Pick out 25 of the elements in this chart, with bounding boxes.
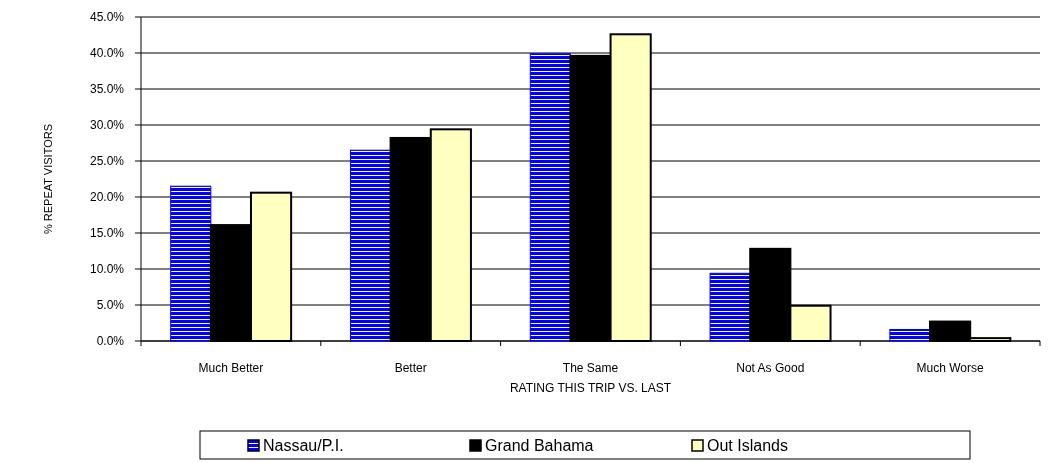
y-tick-label: 25.0%: [89, 154, 125, 169]
y-tick-label: 20.0%: [89, 190, 125, 205]
bar: [529, 53, 571, 342]
bar: [349, 149, 392, 342]
legend-label: Nassau/P.I.: [263, 437, 344, 454]
x-tick-label: The Same: [562, 361, 619, 375]
bar: [170, 185, 212, 342]
x-tick-label: Much Better: [198, 361, 264, 375]
y-tick-label: 15.0%: [89, 226, 125, 241]
x-tick-label: Not As Good: [736, 361, 805, 375]
y-tick-label: 10.0%: [89, 262, 125, 277]
y-tick-label: 30.0%: [89, 118, 125, 133]
legend-label: Grand Bahama: [485, 437, 594, 454]
y-tick-label: 5.0%: [96, 298, 125, 313]
x-tick-label: Much Worse: [916, 361, 984, 375]
y-tick-label: 45.0%: [89, 10, 125, 25]
bar: [889, 328, 931, 342]
y-tick-label: 0.0%: [96, 334, 125, 349]
y-tick-label: 35.0%: [89, 82, 125, 97]
x-tick-label: Better: [394, 361, 427, 375]
y-axis-title: % REPEAT VISITORS: [42, 123, 54, 235]
legend-label: Out Islands: [707, 437, 788, 454]
bar: [709, 272, 751, 342]
y-tick-label: 40.0%: [89, 46, 125, 61]
x-axis-title: RATING THIS TRIP VS. LAST: [509, 381, 672, 395]
